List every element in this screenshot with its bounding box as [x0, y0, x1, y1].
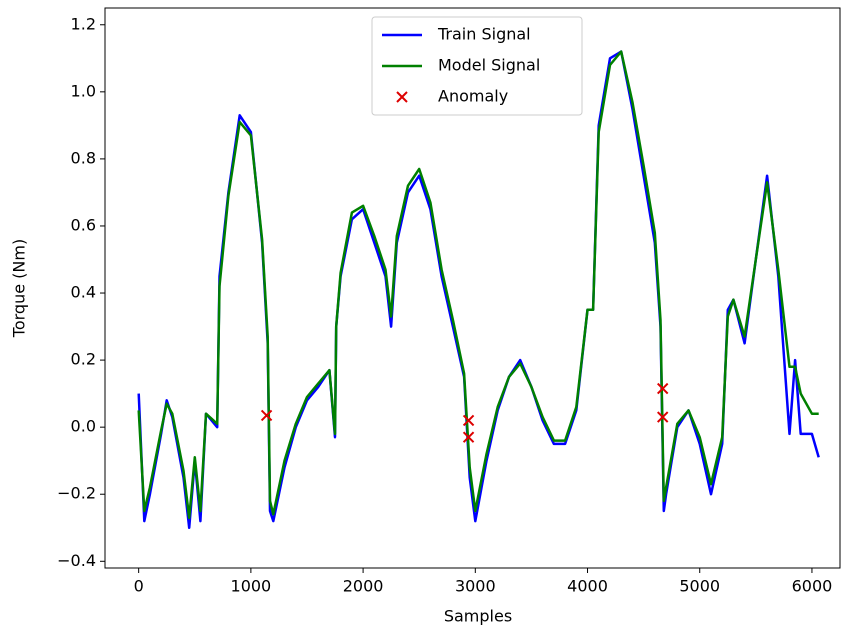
- anomaly-marker: [656, 382, 669, 395]
- x-tick-label: 2000: [343, 577, 384, 596]
- x-tick-label: 5000: [679, 577, 720, 596]
- anomaly-marker: [260, 409, 273, 422]
- anomaly-marker: [462, 414, 475, 427]
- anomaly-marker: [656, 411, 669, 423]
- x-tick-label: 0: [134, 577, 144, 596]
- y-tick-label: 0.4: [71, 283, 96, 302]
- anomaly-marker: [462, 431, 475, 443]
- y-tick-label: −0.2: [57, 484, 96, 503]
- y-tick-label: 0.6: [71, 215, 96, 234]
- x-tick-label: 3000: [455, 577, 496, 596]
- legend-box: [371, 16, 583, 116]
- y-tick-label: 0.2: [71, 350, 96, 369]
- y-tick-label: 1.2: [71, 14, 96, 33]
- y-tick-label: 1.0: [71, 81, 96, 100]
- y-tick-label: 0.8: [71, 148, 96, 167]
- x-tick-label: 1000: [231, 577, 272, 596]
- plot-frame: [104, 7, 841, 569]
- x-axis-label: Samples: [444, 607, 512, 626]
- legend-label: Anomaly: [438, 87, 508, 106]
- legend-label: Train Signal: [437, 25, 531, 44]
- x-tick-label: 4000: [567, 577, 608, 596]
- legend-label: Model Signal: [438, 56, 540, 75]
- line-series: [137, 50, 819, 519]
- y-tick-label: 0.0: [71, 417, 96, 436]
- y-axis-label: Torque (Nm): [10, 239, 29, 338]
- x-tick-label: 6000: [792, 577, 833, 596]
- y-tick-label: −0.4: [57, 551, 96, 570]
- legend-swatch: [396, 91, 408, 103]
